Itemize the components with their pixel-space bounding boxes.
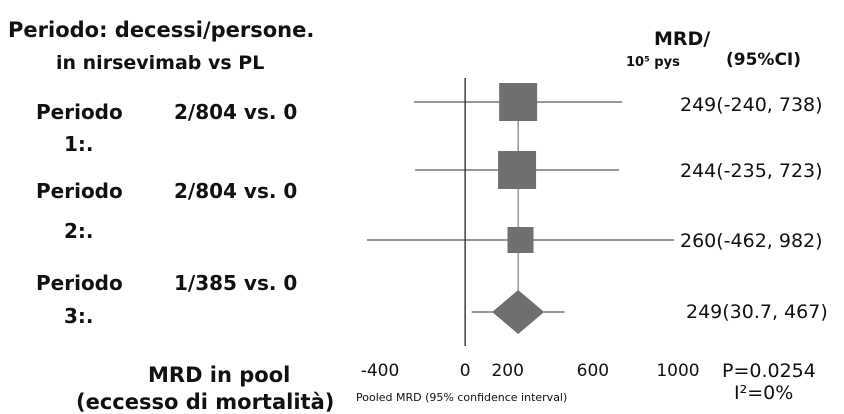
row-3-name: Periodo bbox=[36, 271, 123, 295]
row-1-counts: 2/804 vs. 0 bbox=[174, 100, 298, 124]
row-2-name: Periodo bbox=[36, 179, 123, 203]
x-tick-label: 1000 bbox=[656, 361, 699, 381]
study-3-point bbox=[507, 227, 534, 253]
row-2-counts: 2/804 vs. 0 bbox=[174, 179, 298, 203]
pooled-ci-text: 249(30.7, 467) bbox=[686, 301, 828, 323]
pooled-label-line-2: (eccesso di mortalità) bbox=[76, 390, 335, 414]
mrd-header-unit: 10⁵ pys bbox=[626, 55, 680, 70]
pooled-label-line-1: MRD in pool bbox=[148, 363, 291, 387]
x-tick-label: 600 bbox=[577, 361, 609, 381]
study-1-point bbox=[499, 83, 538, 121]
row-2-sub: 2:. bbox=[64, 219, 94, 243]
mrd-header-ci: (95%CI) bbox=[726, 50, 802, 70]
x-tick-label: -400 bbox=[361, 361, 400, 381]
pooled-diamond bbox=[492, 290, 545, 334]
row-1-sub: 1:. bbox=[64, 132, 94, 156]
i2-value: I²=0% bbox=[734, 382, 794, 404]
x-tick-label: 0 bbox=[460, 361, 471, 381]
study-2-point bbox=[498, 151, 537, 189]
header-line-2: in nirsevimab vs PL bbox=[56, 52, 265, 74]
row-2-ci-text: 244(-235, 723) bbox=[680, 160, 823, 182]
p-value: P=0.0254 bbox=[722, 360, 816, 382]
row-3-counts: 1/385 vs. 0 bbox=[174, 271, 298, 295]
row-1-name: Periodo bbox=[36, 100, 123, 124]
row-1-ci-text: 249(-240, 738) bbox=[680, 94, 823, 116]
mrd-header-title: MRD/ bbox=[654, 28, 711, 50]
header-line-1: Periodo: decessi/persone. bbox=[8, 18, 315, 42]
x-axis-label: Pooled MRD (95% confidence interval) bbox=[356, 391, 568, 404]
row-3-sub: 3:. bbox=[64, 304, 94, 328]
row-3-ci-text: 260(-462, 982) bbox=[680, 230, 823, 252]
x-tick-label: 200 bbox=[491, 361, 523, 381]
